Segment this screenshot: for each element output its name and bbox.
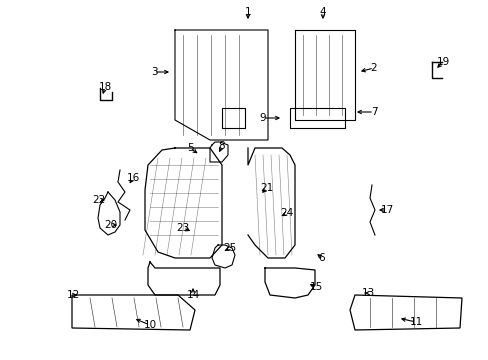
Text: 13: 13 [361, 288, 374, 298]
Text: 18: 18 [98, 82, 111, 92]
Text: 21: 21 [260, 183, 273, 193]
Text: 15: 15 [309, 282, 322, 292]
Text: 7: 7 [370, 107, 377, 117]
Text: 14: 14 [186, 290, 199, 300]
Text: 17: 17 [380, 205, 393, 215]
Text: 12: 12 [66, 290, 80, 300]
Text: 8: 8 [218, 141, 225, 151]
Text: 19: 19 [435, 57, 448, 67]
Text: 23: 23 [176, 223, 189, 233]
Text: 22: 22 [92, 195, 105, 205]
Text: 4: 4 [319, 7, 325, 17]
Text: 16: 16 [126, 173, 140, 183]
Text: 3: 3 [150, 67, 157, 77]
Text: 9: 9 [259, 113, 266, 123]
Text: 2: 2 [370, 63, 377, 73]
Text: 5: 5 [186, 143, 193, 153]
Text: 10: 10 [143, 320, 156, 330]
Text: 1: 1 [244, 7, 251, 17]
Text: 6: 6 [318, 253, 325, 263]
Text: 25: 25 [223, 243, 236, 253]
Text: 20: 20 [104, 220, 117, 230]
Text: 11: 11 [408, 317, 422, 327]
Text: 24: 24 [280, 208, 293, 218]
